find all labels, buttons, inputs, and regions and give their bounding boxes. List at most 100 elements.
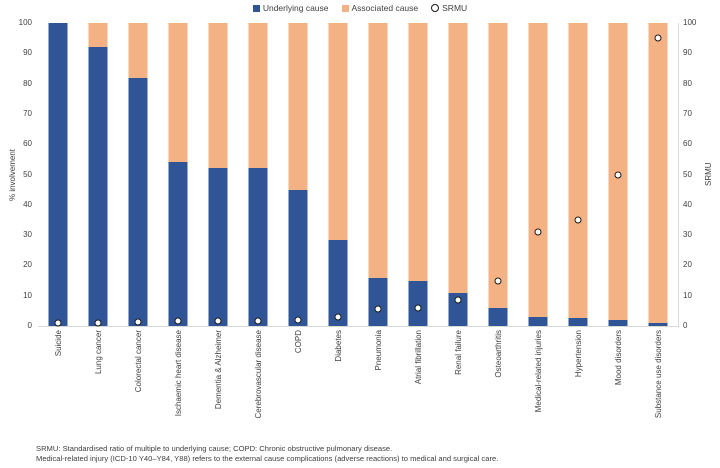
- right-tick-60: 60: [683, 139, 692, 149]
- left-tick-30: 30: [23, 230, 32, 240]
- underlying-cause-segment: [88, 47, 108, 326]
- left-tick-20: 20: [23, 260, 32, 270]
- srmu-marker: [214, 317, 222, 325]
- category-label: COPD: [293, 330, 303, 354]
- right-tick-90: 90: [683, 48, 692, 58]
- srmu-marker: [374, 305, 382, 313]
- stacked-bar: [248, 23, 268, 326]
- bar-slot-12: [478, 23, 518, 326]
- associated-cause-segment: [128, 23, 148, 78]
- category-slot: Suicide: [38, 330, 78, 442]
- category-slot: Atrial fibrillation: [398, 330, 438, 442]
- category-label: Hypertension: [573, 330, 583, 378]
- stacked-bar: [208, 23, 228, 326]
- legend-item-srmu: SRMU: [431, 3, 467, 13]
- right-tick-80: 80: [683, 78, 692, 88]
- legend-item-underlying-cause: Underlying cause: [252, 3, 329, 13]
- category-slot: Medical-related injuries: [518, 330, 558, 442]
- category-axis-labels: Suicide Lung cancer Colorectal cancer Ischa…: [38, 330, 678, 442]
- associated-cause-segment: [568, 23, 588, 319]
- bar-slot-5: [198, 23, 238, 326]
- underlying-cause-segment: [328, 239, 348, 326]
- chart-legend: Underlying cause Associated cause SRMU: [0, 1, 720, 15]
- category-label: Renal failure: [453, 330, 463, 375]
- right-tick-20: 20: [683, 260, 692, 270]
- left-tick-40: 40: [23, 199, 32, 209]
- category-label: Atrial fibrillation: [413, 330, 423, 385]
- underlying-cause-segment: [488, 307, 508, 326]
- left-tick-90: 90: [23, 48, 32, 58]
- bar-slot-11: [438, 23, 478, 326]
- category-label: Substance use disorders: [653, 330, 663, 419]
- right-tick-40: 40: [683, 199, 692, 209]
- srmu-marker: [134, 318, 142, 326]
- footnote-line-2: Medical-related injury (ICD-10 Y40–Y84, …: [36, 453, 499, 463]
- category-slot: Mood disorders: [598, 330, 638, 442]
- associated-cause-swatch-icon: [341, 4, 349, 12]
- srmu-marker: [574, 216, 582, 224]
- srmu-circle-icon: [431, 4, 440, 12]
- category-label: Ischaemic heart disease: [173, 330, 183, 417]
- bar-slot-16: [638, 23, 678, 326]
- underlying-cause-segment: [248, 168, 268, 326]
- right-tick-30: 30: [683, 230, 692, 240]
- associated-cause-segment: [208, 23, 228, 169]
- associated-cause-segment: [408, 23, 428, 281]
- associated-cause-segment: [488, 23, 508, 308]
- left-tick-50: 50: [23, 169, 32, 179]
- right-tick-100: 100: [683, 18, 697, 27]
- bar-slot-2: [78, 23, 118, 327]
- category-slot: Colorectal cancer: [118, 330, 158, 442]
- stacked-bar: [128, 23, 148, 326]
- srmu-marker: [654, 34, 662, 42]
- srmu-marker: [454, 296, 462, 304]
- stacked-bar: [328, 23, 348, 326]
- stacked-bar: [568, 23, 588, 326]
- underlying-cause-segment: [128, 77, 148, 326]
- srmu-marker: [494, 277, 502, 285]
- right-tick-0: 0: [683, 321, 688, 330]
- underlying-cause-segment: [528, 316, 548, 326]
- associated-cause-segment: [368, 23, 388, 278]
- stacked-bar: [528, 23, 548, 326]
- associated-cause-segment: [168, 23, 188, 163]
- right-tick-70: 70: [683, 108, 692, 118]
- category-label: Lung cancer: [93, 330, 103, 375]
- stacked-bar: [288, 23, 308, 326]
- srmu-marker: [174, 317, 182, 325]
- category-slot: Pneumonia: [358, 330, 398, 442]
- footnote-line-1: SRMU: Standardised ratio of multiple to …: [36, 444, 393, 453]
- left-tick-10: 10: [23, 290, 32, 300]
- bar-slot-13: [518, 23, 558, 326]
- category-slot: Renal failure: [438, 330, 478, 442]
- bar-slot-4: [158, 23, 198, 326]
- category-label: Diabetes: [333, 330, 343, 362]
- associated-cause-segment: [328, 23, 348, 240]
- underlying-cause-segment: [648, 322, 668, 326]
- stacked-bar: [48, 23, 68, 326]
- right-tick-10: 10: [683, 290, 692, 300]
- category-label: Mood disorders: [613, 330, 623, 386]
- bar-slot-14: [558, 23, 598, 326]
- srmu-marker: [414, 304, 422, 312]
- stacked-bar: [408, 23, 428, 326]
- srmu-marker: [334, 313, 342, 321]
- category-slot: Osteoarthritis: [478, 330, 518, 442]
- associated-cause-segment: [648, 23, 668, 323]
- underlying-cause-segment: [208, 168, 228, 326]
- srmu-marker: [614, 171, 622, 178]
- underlying-cause-segment: [368, 277, 388, 326]
- left-tick-70: 70: [23, 108, 32, 118]
- srmu-marker: [254, 317, 262, 325]
- stacked-bar: [368, 23, 388, 326]
- associated-cause-segment: [88, 23, 108, 48]
- bar-slot-1: [38, 23, 78, 327]
- srmu-marker: [294, 316, 302, 324]
- footnotes: SRMU: Standardised ratio of multiple to …: [36, 444, 498, 463]
- underlying-cause-segment: [168, 162, 188, 326]
- bar-slot-10: [398, 23, 438, 326]
- category-label: Osteoarthritis: [493, 330, 503, 378]
- category-slot: Dementia & Alzheimer: [198, 330, 238, 442]
- legend-label: Associated cause: [351, 3, 419, 13]
